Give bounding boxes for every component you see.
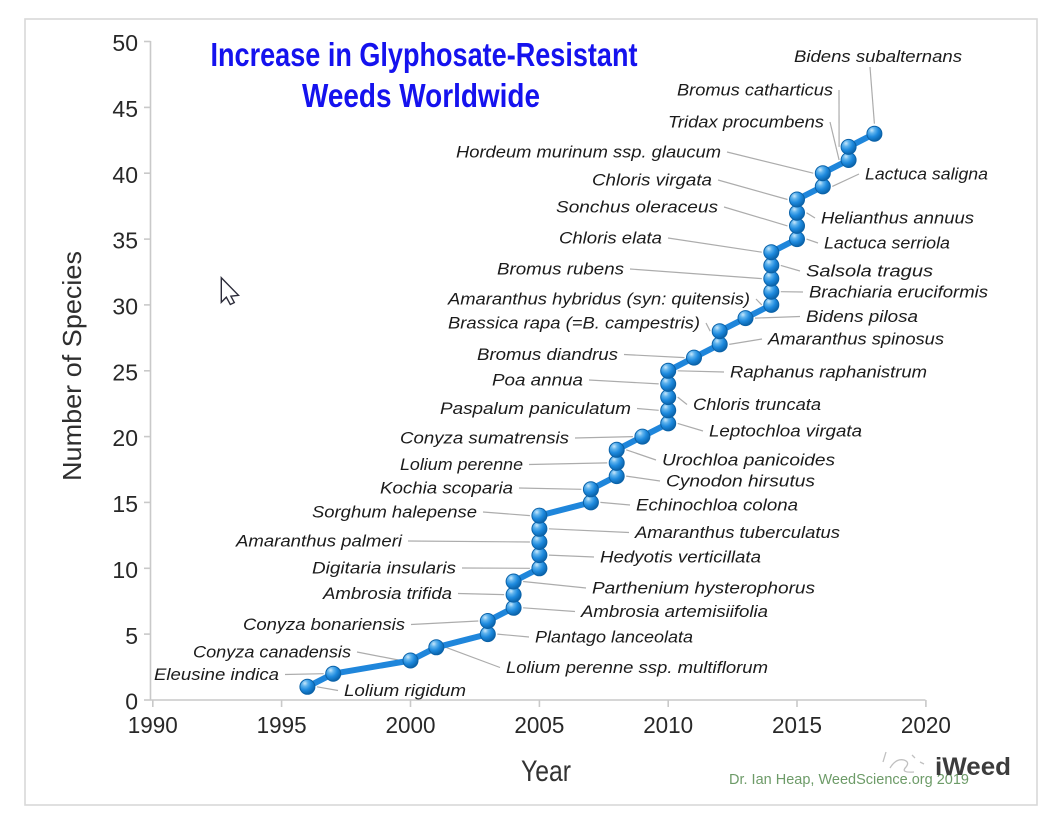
svg-text:Lactuca saligna: Lactuca saligna bbox=[865, 166, 988, 184]
svg-text:Leptochloa virgata: Leptochloa virgata bbox=[709, 423, 862, 441]
svg-text:Conyza bonariensis: Conyza bonariensis bbox=[243, 616, 405, 634]
svg-text:Echinochloa colona: Echinochloa colona bbox=[636, 497, 798, 515]
svg-text:Number of Species: Number of Species bbox=[57, 251, 87, 481]
svg-text:Conyza canadensis: Conyza canadensis bbox=[193, 644, 351, 662]
svg-text:Parthenium hysterophorus: Parthenium hysterophorus bbox=[592, 580, 815, 598]
svg-text:Plantago lanceolata: Plantago lanceolata bbox=[535, 629, 693, 647]
svg-text:Amaranthus tuberculatus: Amaranthus tuberculatus bbox=[634, 524, 840, 542]
svg-text:Brachiaria eruciformis: Brachiaria eruciformis bbox=[809, 284, 988, 302]
svg-text:Bidens pilosa: Bidens pilosa bbox=[806, 308, 918, 326]
svg-text:Helianthus annuus: Helianthus annuus bbox=[821, 210, 974, 228]
svg-text:Conyza sumatrensis: Conyza sumatrensis bbox=[400, 430, 569, 448]
svg-text:35: 35 bbox=[112, 228, 138, 254]
svg-text:Chloris truncata: Chloris truncata bbox=[693, 396, 821, 414]
svg-text:1990: 1990 bbox=[128, 712, 178, 738]
svg-text:Tridax procumbens: Tridax procumbens bbox=[668, 114, 824, 132]
svg-text:40: 40 bbox=[112, 162, 138, 188]
svg-text:Amaranthus palmeri: Amaranthus palmeri bbox=[235, 533, 403, 551]
svg-text:20: 20 bbox=[112, 425, 138, 451]
svg-text:1995: 1995 bbox=[257, 712, 307, 738]
svg-text:Bromus diandrus: Bromus diandrus bbox=[477, 346, 618, 364]
svg-text:iWeed: iWeed bbox=[935, 753, 1011, 781]
svg-text:Lolium rigidum: Lolium rigidum bbox=[344, 682, 466, 700]
svg-text:45: 45 bbox=[112, 96, 138, 122]
svg-text:Brassica rapa (=B. campestris): Brassica rapa (=B. campestris) bbox=[448, 315, 700, 333]
svg-text:Chloris elata: Chloris elata bbox=[559, 230, 662, 248]
svg-text:Weeds Worldwide: Weeds Worldwide bbox=[302, 77, 540, 114]
svg-text:Hedyotis verticillata: Hedyotis verticillata bbox=[600, 549, 761, 567]
svg-text:Eleusine indica: Eleusine indica bbox=[154, 666, 279, 684]
svg-text:Digitaria insularis: Digitaria insularis bbox=[312, 560, 456, 578]
svg-text:Urochloa panicoides: Urochloa panicoides bbox=[662, 452, 835, 470]
svg-text:50: 50 bbox=[112, 30, 138, 56]
svg-text:Year: Year bbox=[521, 755, 571, 788]
svg-text:Increase in Glyphosate-Resista: Increase in Glyphosate-Resistant bbox=[211, 36, 638, 73]
svg-text:10: 10 bbox=[112, 557, 138, 583]
svg-text:Sonchus oleraceus: Sonchus oleraceus bbox=[556, 199, 718, 217]
svg-text:Lactuca serriola: Lactuca serriola bbox=[824, 235, 950, 253]
svg-text:2005: 2005 bbox=[514, 712, 564, 738]
svg-text:Raphanus raphanistrum: Raphanus raphanistrum bbox=[730, 364, 927, 382]
svg-text:25: 25 bbox=[112, 359, 138, 385]
svg-text:Poa annua: Poa annua bbox=[492, 372, 583, 390]
svg-text:0: 0 bbox=[125, 689, 138, 715]
svg-text:Chloris virgata: Chloris virgata bbox=[592, 172, 712, 190]
svg-text:Amaranthus spinosus: Amaranthus spinosus bbox=[767, 331, 944, 349]
svg-text:2015: 2015 bbox=[772, 712, 822, 738]
svg-text:Lolium perenne ssp. multifloru: Lolium perenne ssp. multiflorum bbox=[506, 659, 768, 677]
svg-text:15: 15 bbox=[112, 491, 138, 517]
svg-text:Paspalum paniculatum: Paspalum paniculatum bbox=[440, 400, 631, 418]
svg-text:Hordeum murinum ssp. glaucum: Hordeum murinum ssp. glaucum bbox=[456, 144, 721, 162]
svg-text:Ambrosia trifida: Ambrosia trifida bbox=[322, 585, 452, 603]
svg-text:Lolium perenne: Lolium perenne bbox=[400, 456, 523, 474]
svg-text:Amaranthus hybridus (syn: quit: Amaranthus hybridus (syn: quitensis) bbox=[447, 291, 750, 309]
svg-text:30: 30 bbox=[112, 294, 138, 320]
svg-text:Sorghum halepense: Sorghum halepense bbox=[312, 504, 477, 522]
svg-text:Salsola tragus: Salsola tragus bbox=[806, 263, 933, 281]
svg-text:Cynodon hirsutus: Cynodon hirsutus bbox=[666, 473, 815, 491]
svg-text:Bromus rubens: Bromus rubens bbox=[497, 261, 624, 279]
svg-text:Bromus catharticus: Bromus catharticus bbox=[677, 82, 833, 100]
svg-text:2010: 2010 bbox=[643, 712, 693, 738]
svg-text:Bidens subalternans: Bidens subalternans bbox=[794, 48, 962, 66]
svg-text:2020: 2020 bbox=[901, 712, 951, 738]
svg-text:Ambrosia artemisiifolia: Ambrosia artemisiifolia bbox=[580, 603, 768, 621]
svg-text:2000: 2000 bbox=[386, 712, 436, 738]
svg-text:Dr. Ian Heap, WeedScience.org: Dr. Ian Heap, WeedScience.org 2019 bbox=[729, 771, 969, 788]
svg-text:5: 5 bbox=[125, 623, 138, 649]
svg-text:Kochia scoparia: Kochia scoparia bbox=[380, 480, 513, 498]
